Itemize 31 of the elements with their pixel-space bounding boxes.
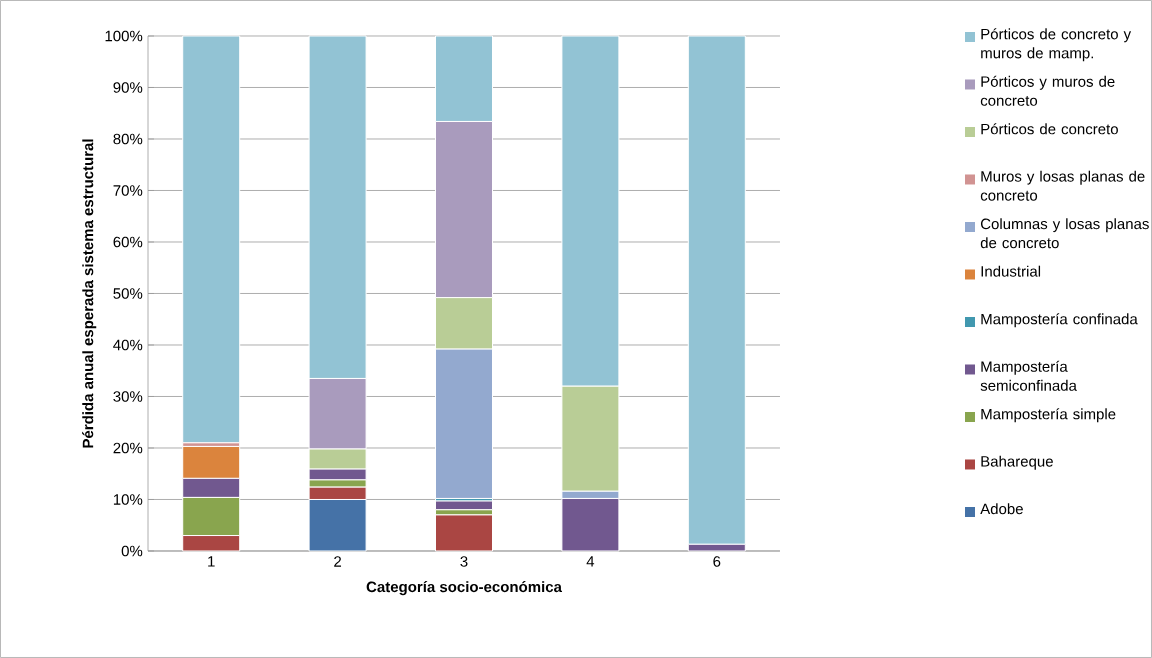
y-tick-label: 80% [113, 133, 143, 145]
legend-label: Adobe [980, 503, 1023, 515]
legend-label: Pórticos de concreto [981, 123, 1118, 135]
y-tick-label: 0% [121, 545, 143, 557]
legend-label: Muros y losas planas de concreto [980, 170, 1145, 201]
x-axis-title: Categoría socio-económica [366, 581, 563, 596]
legend-label: Mampostería semiconfinada [980, 360, 1077, 391]
x-tick-label: 6 [713, 556, 721, 567]
y-tick-label: 70% [113, 185, 143, 196]
legend-label: Pórticos y muros de concreto [980, 75, 1115, 106]
bar [182, 35, 241, 444]
y-axis-title: Pérdida anual esperada sistema estructural [82, 139, 97, 448]
legend-label: Mampostería confinada [981, 313, 1138, 328]
y-tick-label: 60% [113, 236, 143, 248]
x-tick-label: 4 [586, 556, 595, 567]
legend-label: Mampostería simple [981, 408, 1116, 423]
legend-label: Bahareque [981, 455, 1053, 470]
y-tick-label: 90% [113, 82, 143, 93]
x-tick-label: 1 [208, 556, 215, 567]
x-tick-label: 3 [460, 556, 468, 567]
y-tick-label: 20% [113, 442, 143, 454]
legend-label: Industrial [981, 265, 1041, 277]
y-tick-label: 40% [113, 339, 143, 351]
y-tick-label: 30% [113, 391, 143, 402]
bar [435, 500, 493, 511]
x-tick-label: 2 [334, 556, 342, 567]
legend-label: Pórticos de concreto y muros de mamp. [981, 28, 1132, 62]
y-tick-label: 50% [113, 288, 143, 299]
legend-label: Columnas y losas planas de concreto [980, 218, 1149, 249]
y-tick-label: 100% [105, 30, 143, 42]
y-tick-label: 10% [113, 494, 143, 505]
